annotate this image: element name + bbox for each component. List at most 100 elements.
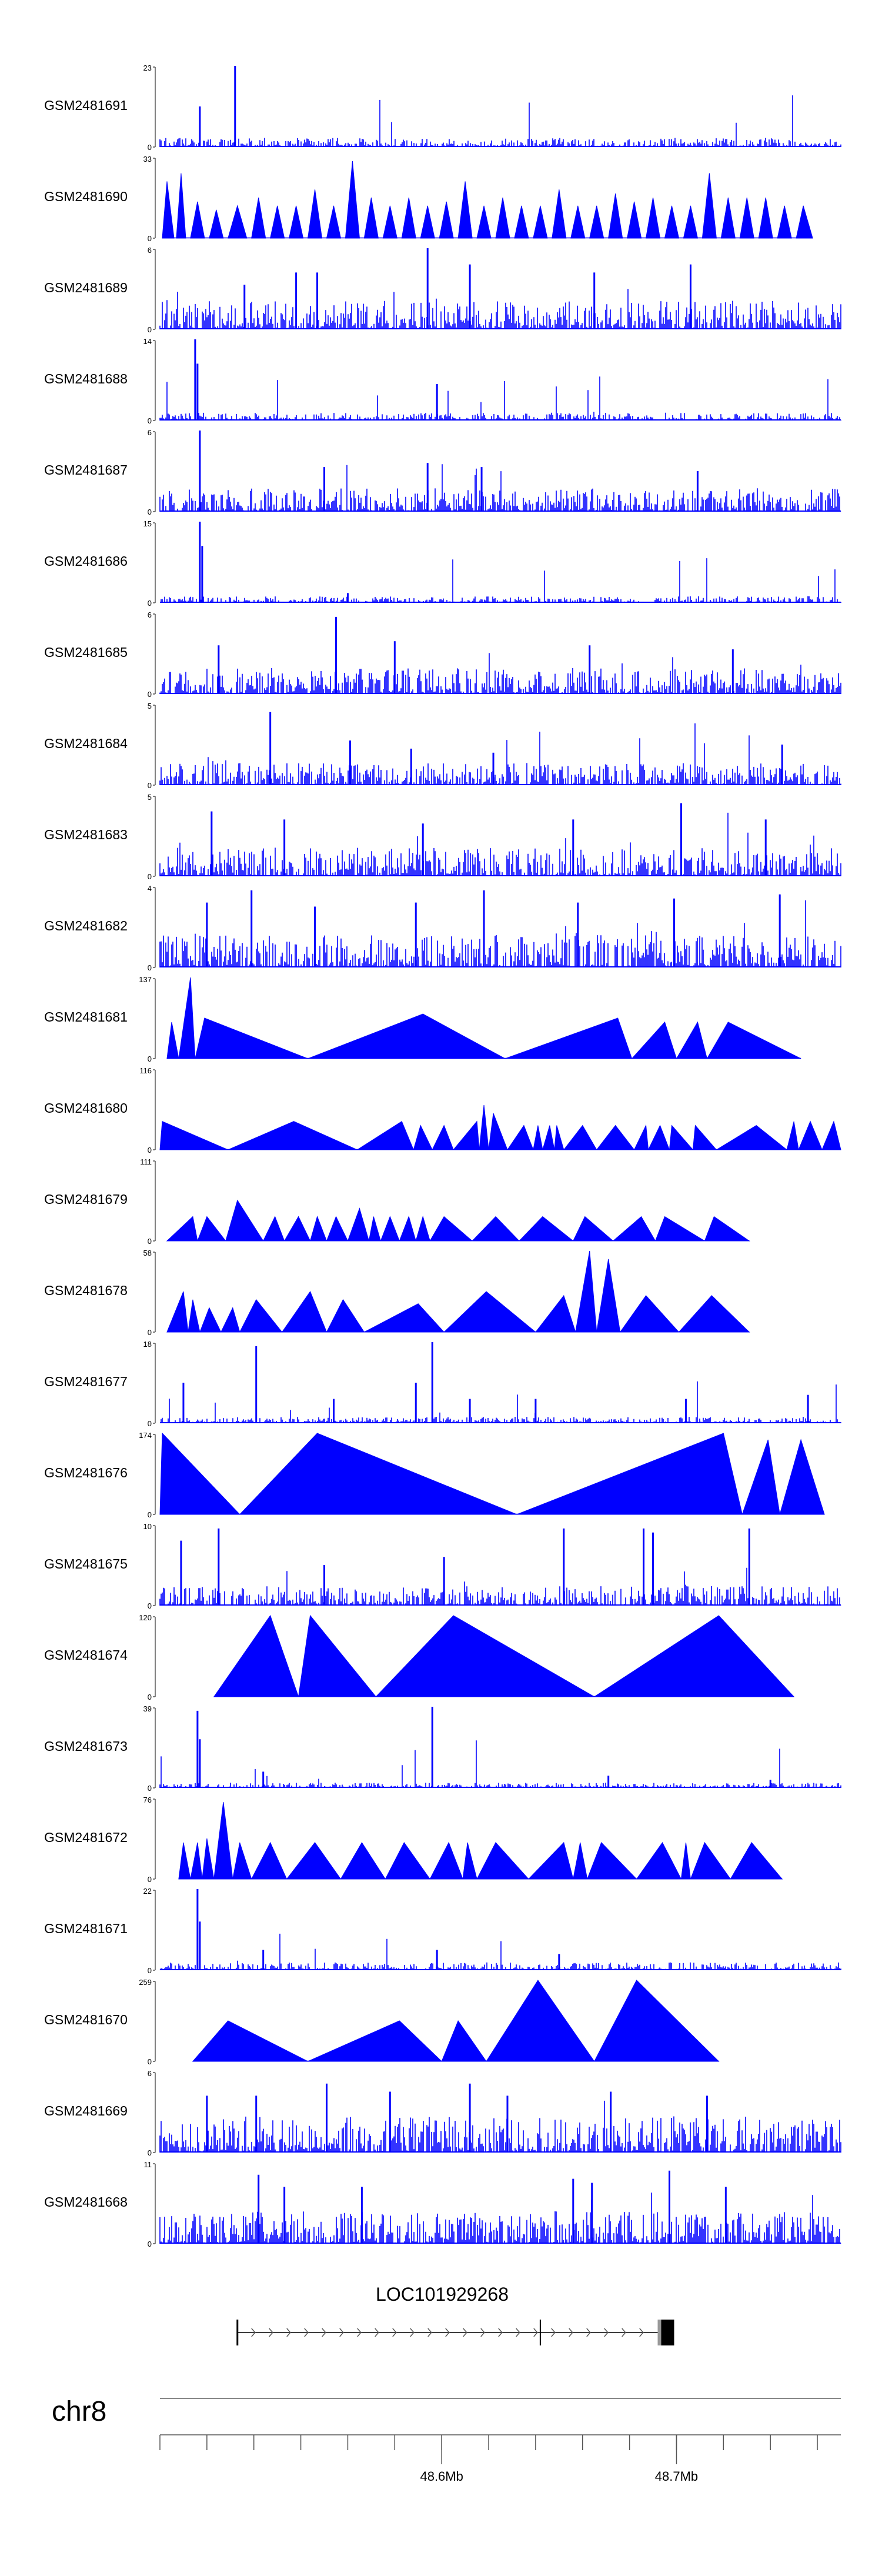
signal-peak <box>176 173 186 239</box>
y-max-label: 111 <box>140 1157 152 1166</box>
signal-peak <box>596 1259 621 1333</box>
gene-end-exon <box>659 2320 674 2345</box>
signal-bars <box>159 1740 841 1788</box>
track-GSM2481679: GSM2481679 111 0 <box>44 1157 750 1246</box>
strand-arrow <box>480 2328 485 2337</box>
chromosome-axis: chr8 48.6Mb 48.7Mb <box>52 2396 841 2484</box>
signal-peak <box>228 1121 358 1150</box>
strand-arrow <box>622 2328 626 2337</box>
signal-peak <box>380 1216 400 1242</box>
y-max-label: 6 <box>148 610 152 619</box>
track-label: GSM2481668 <box>44 2194 128 2210</box>
signal-peak <box>533 1125 543 1150</box>
signal-peak <box>270 205 285 239</box>
track-label: GSM2481689 <box>44 280 128 295</box>
track-GSM2481668: GSM2481668 11 0 <box>44 2160 841 2248</box>
signal-peak <box>228 205 248 239</box>
track-GSM2481684: GSM2481684 5 0 <box>44 702 841 790</box>
signal-peak <box>612 1216 656 1242</box>
y-max-label: 22 <box>143 1887 152 1896</box>
strand-arrow <box>410 2328 415 2337</box>
y-min-label: 0 <box>148 1693 152 1701</box>
signal-peak <box>286 1842 342 1880</box>
strand-arrow <box>392 2328 397 2337</box>
signal-peak <box>488 1113 508 1150</box>
y-min-label: 0 <box>148 1328 152 1337</box>
signal-peak <box>443 1291 537 1333</box>
signal-peak <box>399 1216 416 1242</box>
signal-peak <box>669 1125 694 1150</box>
strand-arrow <box>375 2328 379 2337</box>
signal-peak <box>554 1125 564 1150</box>
signal-bars <box>159 723 841 785</box>
signal-peak <box>213 1801 233 1880</box>
signal-peak <box>664 205 680 239</box>
y-max-label: 18 <box>143 1340 152 1349</box>
signal-peak <box>232 1842 252 1880</box>
strand-arrow <box>304 2328 309 2337</box>
signal-peak <box>382 205 397 239</box>
y-min-label: 0 <box>148 1510 152 1519</box>
signal-peak <box>166 1022 179 1059</box>
signal-peak <box>209 209 224 239</box>
track-label: GSM2481683 <box>44 827 128 842</box>
signal-peak <box>527 1841 574 1880</box>
signal-peak <box>281 1290 328 1333</box>
signal-peak <box>706 1022 801 1059</box>
signal-bars <box>159 2100 841 2153</box>
signal-peak <box>239 1433 517 1515</box>
signal-peak <box>798 1120 823 1150</box>
signal-peak <box>429 1841 463 1880</box>
track-GSM2481673: GSM2481673 39 0 <box>44 1704 841 1793</box>
signal-peak <box>777 205 792 239</box>
track-GSM2481680: GSM2481680 116 0 <box>44 1066 841 1154</box>
strand-arrow <box>551 2328 556 2337</box>
y-max-label: 15 <box>143 519 152 528</box>
signal-peak <box>356 1120 415 1150</box>
signal-peak <box>188 1299 201 1333</box>
signal-peak <box>692 1125 717 1150</box>
signal-peak <box>678 1295 750 1333</box>
track-label: GSM2481687 <box>44 462 128 478</box>
signal-peak <box>308 2020 443 2062</box>
signal-peak <box>202 1838 215 1880</box>
y-min-label: 0 <box>148 1875 152 1884</box>
y-min-label: 0 <box>148 963 152 972</box>
signal-bars <box>159 289 841 329</box>
signal-peak <box>162 181 175 239</box>
y-max-label: 39 <box>143 1704 152 1713</box>
y-min-label: 0 <box>148 1784 152 1793</box>
track-GSM2481671: GSM2481671 22 0 <box>44 1887 841 1975</box>
y-max-label: 6 <box>148 428 152 437</box>
signal-peak <box>225 1199 264 1242</box>
y-max-label: 137 <box>139 975 152 984</box>
signal-peak <box>420 205 435 239</box>
signal-bars <box>159 1381 841 1423</box>
y-min-label: 0 <box>148 2240 152 2248</box>
strand-arrow <box>445 2328 450 2337</box>
y-max-label: 23 <box>143 64 152 72</box>
track-GSM2481677: GSM2481677 18 0 <box>44 1340 841 1428</box>
signal-peak <box>476 1842 530 1880</box>
signal-peak <box>159 1432 240 1515</box>
signal-peak <box>262 1216 285 1242</box>
signal-peak <box>471 1216 520 1242</box>
signal-bars <box>161 558 841 603</box>
signal-peak <box>507 1125 534 1150</box>
signal-peak <box>340 1841 386 1880</box>
signal-peak <box>479 1105 489 1150</box>
signal-peak <box>633 1124 649 1150</box>
signal-peak <box>608 193 623 239</box>
y-min-label: 0 <box>148 872 152 881</box>
signal-peak <box>573 1842 588 1880</box>
signal-peak <box>534 1294 576 1333</box>
track-label: GSM2481691 <box>44 98 128 113</box>
y-max-label: 76 <box>143 1796 152 1804</box>
strand-arrow <box>322 2328 326 2337</box>
gene-name: LOC101929268 <box>376 2284 509 2305</box>
strand-arrow <box>639 2328 644 2337</box>
signal-peak <box>730 1842 783 1880</box>
y-max-label: 5 <box>148 793 152 802</box>
y-max-label: 10 <box>143 1522 152 1531</box>
signal-peak <box>453 1120 480 1150</box>
